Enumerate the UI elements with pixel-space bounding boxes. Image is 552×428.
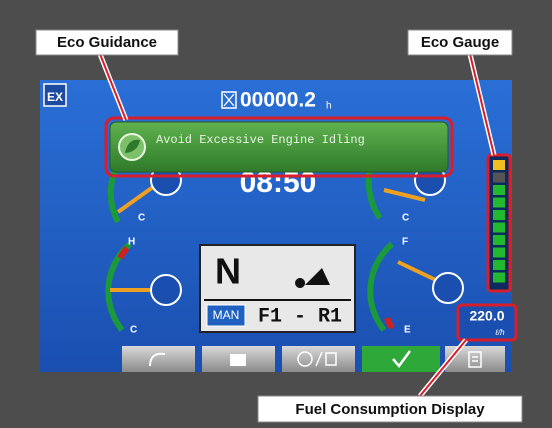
eco-gauge-segment: [493, 260, 505, 270]
fuel-unit: ℓ/h: [494, 328, 505, 337]
ex-icon-text: EX: [47, 90, 63, 104]
gauge-label: E: [404, 325, 411, 336]
guidance-message: Avoid Excessive Engine Idling: [156, 133, 365, 147]
screenshot: EX 00000.2 h 08:50 C C H C F E N MAN F1 …: [0, 0, 552, 428]
gauge-icon: [433, 273, 463, 303]
gauge-label: F: [402, 237, 408, 248]
callout-label: Fuel Consumption Display: [295, 401, 485, 418]
menu-button[interactable]: [122, 346, 195, 372]
eco-gauge-segment: [493, 185, 505, 195]
gauge-label: C: [138, 213, 145, 224]
gauge-label: H: [128, 237, 135, 248]
eco-gauge-segment: [493, 173, 505, 183]
eco-gauge-segment: [493, 210, 505, 220]
gauge-label: C: [402, 213, 409, 224]
mode: MAN: [213, 308, 240, 322]
eco-gauge-segment: [493, 160, 505, 170]
fuel-rate: 220.0: [469, 308, 504, 324]
button-icon: [230, 354, 246, 366]
callout-label: Eco Guidance: [57, 34, 157, 51]
confirm-button[interactable]: [362, 346, 440, 372]
eco-gauge-segment: [493, 223, 505, 233]
eco-gauge-segment: [493, 198, 505, 208]
gear: N: [215, 251, 241, 292]
callout-label: Eco Gauge: [421, 34, 499, 51]
gauge-icon: [151, 275, 181, 305]
eco-gauge-segment: [493, 273, 505, 283]
eco-gauge-segment: [493, 248, 505, 258]
list-button[interactable]: [445, 346, 505, 372]
page: EX 00000.2 h 08:50 C C H C F E N MAN F1 …: [0, 0, 552, 428]
hour-meter: 00000.2: [240, 89, 316, 112]
hour-unit: h: [326, 101, 332, 112]
shift: F1 - R1: [258, 305, 342, 328]
eco-gauge-segment: [493, 235, 505, 245]
gauge-label: C: [130, 325, 137, 336]
